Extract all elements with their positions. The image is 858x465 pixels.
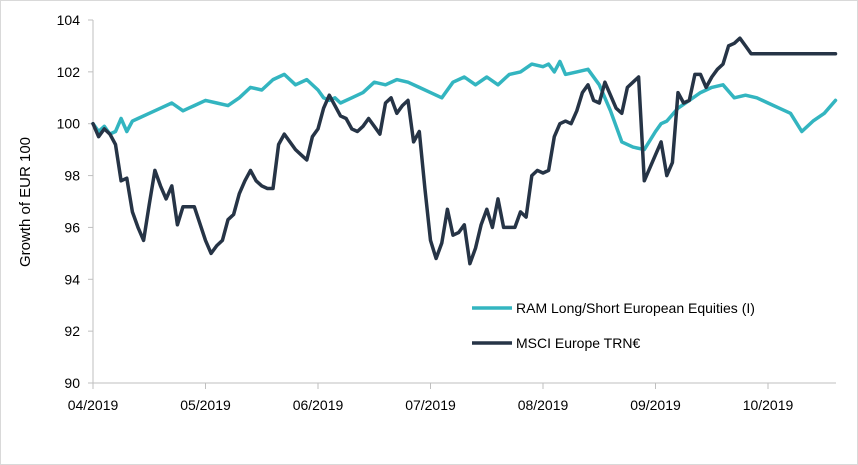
x-tick-label: 04/2019: [68, 397, 119, 413]
y-tick-label: 102: [57, 64, 81, 80]
series-line-ram: [91, 59, 838, 152]
y-tick-label: 90: [64, 375, 80, 391]
x-tick-label: 07/2019: [405, 397, 456, 413]
legend: RAM Long/Short European Equities (I) MSCI…: [472, 300, 755, 351]
x-tick-label: 06/2019: [293, 397, 344, 413]
x-tick-label: 09/2019: [630, 397, 681, 413]
x-tick-label: 05/2019: [180, 397, 231, 413]
x-axis: 04/2019 05/2019 06/2019 07/2019 08/2019 09/20…: [68, 382, 836, 413]
legend-label: MSCI Europe TRN€: [516, 335, 640, 351]
y-tick-label: 98: [64, 168, 80, 184]
y-tick-label: 96: [64, 219, 80, 235]
y-tick-label: 94: [64, 271, 80, 287]
x-tick-label: 08/2019: [518, 397, 569, 413]
y-tick-label: 92: [64, 323, 80, 339]
series-lines: [91, 36, 838, 266]
series-line-msci: [91, 36, 838, 266]
legend-label: RAM Long/Short European Equities (I): [516, 300, 755, 316]
y-tick-label: 104: [57, 12, 81, 28]
y-axis: 90 92 94 96 98 100 102 104: [57, 12, 94, 391]
y-tick-label: 100: [57, 116, 81, 132]
y-axis-label: Growth of EUR 100: [17, 137, 34, 267]
x-tick-label: 10/2019: [743, 397, 794, 413]
